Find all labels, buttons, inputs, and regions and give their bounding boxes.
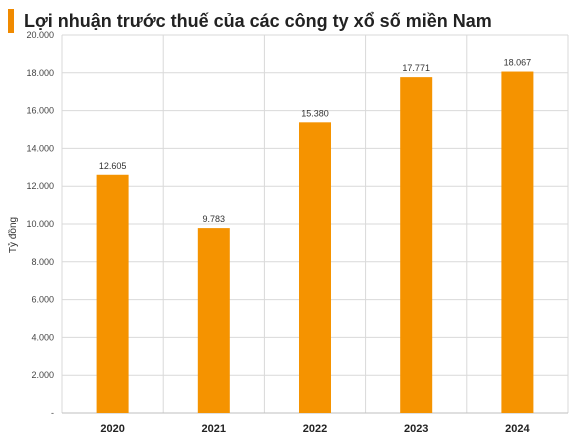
bars [96,71,534,414]
data-label-2023: 17.771 [402,63,430,73]
x-tick-label-2022: 2022 [303,423,327,435]
x-tick-label-2020: 2020 [100,423,124,435]
y-tick-label: 4.000 [31,332,54,342]
bar-2020 [96,174,129,413]
x-tick-label-2023: 2023 [404,423,428,435]
data-labels: 12.605 9.783 15.380 17.771 18.067 [99,58,531,225]
y-tick-label: 14.000 [26,143,54,153]
bar-2023 [400,77,433,413]
x-tick-label-2024: 2024 [505,423,530,435]
y-axis-ticks: - 2.000 4.000 6.000 8.000 10.000 12.000 14.000 1… [26,30,54,418]
data-label-2020: 12.605 [99,161,127,171]
chart-title: Lợi nhuận trước thuế của các công ty xổ … [24,10,492,31]
data-label-2022: 15.380 [301,108,329,118]
x-axis-ticks: 2020 2021 2022 2023 2024 [100,423,530,435]
bar-2021 [197,228,230,413]
data-label-2021: 9.783 [203,214,226,224]
y-tick-label: 10.000 [26,219,54,229]
y-tick-label: 16.000 [26,106,54,116]
y-tick-label: 8.000 [31,257,54,267]
x-tick-label-2021: 2021 [202,423,226,435]
data-label-2024: 18.067 [504,58,532,68]
y-tick-label: 20.000 [26,30,54,40]
title-accent-bar [8,9,14,33]
bar-2024 [501,71,534,414]
y-tick-label: - [51,408,54,418]
y-axis-label: Tỷ đồng [7,217,19,253]
y-tick-label: 12.000 [26,181,54,191]
y-tick-label: 2.000 [31,370,54,380]
bar-2022 [299,122,331,414]
y-tick-label: 18.000 [26,68,54,78]
chart-title-block: Lợi nhuận trước thuế của các công ty xổ … [8,8,492,34]
y-tick-label: 6.000 [31,295,54,305]
